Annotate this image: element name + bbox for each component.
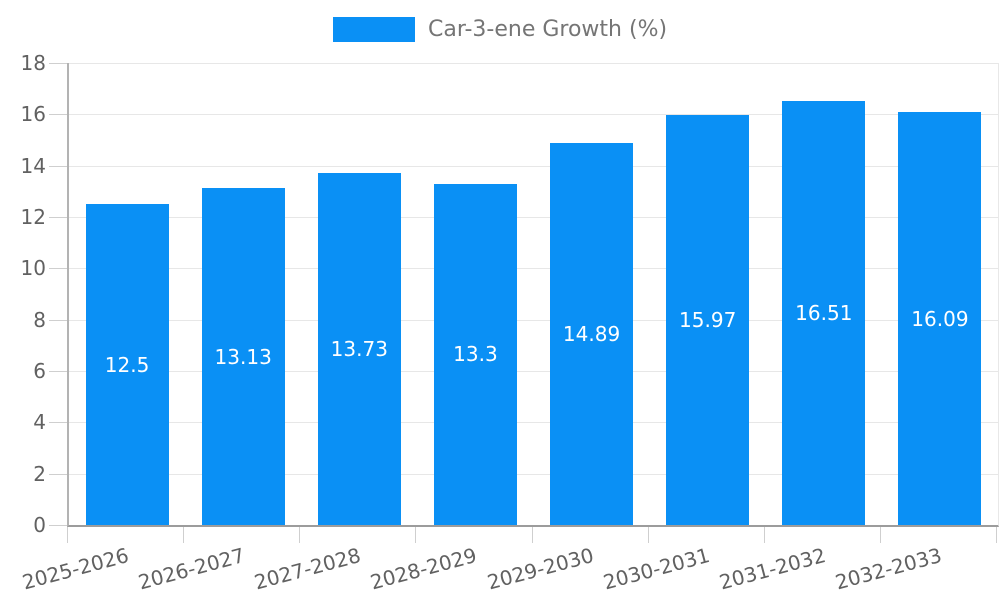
bar-value-label: 13.3 bbox=[453, 342, 498, 367]
x-tick-label: 2028-2029 bbox=[368, 543, 480, 595]
y-tick-label: 18 bbox=[20, 51, 46, 75]
y-tick-label: 14 bbox=[20, 153, 46, 178]
gridline bbox=[69, 319, 998, 321]
y-tick-label: 0 bbox=[33, 513, 46, 537]
x-tick-label: 2032-2033 bbox=[832, 543, 945, 595]
bar-value-label: 12.5 bbox=[104, 352, 150, 377]
x-tick-mark bbox=[879, 527, 881, 543]
x-tick-mark bbox=[415, 527, 417, 543]
bar-2026-2027: 13.13 bbox=[201, 188, 285, 525]
y-tick-mark bbox=[49, 217, 67, 218]
y-tick-mark bbox=[49, 268, 67, 270]
x-tick-mark bbox=[67, 527, 68, 543]
y-tick-mark bbox=[49, 114, 67, 116]
gridline bbox=[69, 217, 998, 218]
y-tick-label: 8 bbox=[33, 307, 46, 332]
bar-2029-2030: 14.89 bbox=[550, 142, 634, 525]
y-tick-label: 2 bbox=[33, 461, 46, 486]
x-tick-label: 2031-2032 bbox=[716, 543, 829, 595]
x-tick-label: 2025-2026 bbox=[19, 543, 132, 595]
y-tick-mark bbox=[49, 319, 67, 321]
bar-value-label: 13.13 bbox=[214, 344, 272, 369]
bar-2027-2028: 13.73 bbox=[317, 172, 401, 525]
x-tick-label: 2026-2027 bbox=[135, 543, 248, 595]
y-tick-label: 12 bbox=[20, 205, 46, 229]
y-tick-label: 6 bbox=[33, 359, 46, 383]
gridline bbox=[69, 63, 998, 64]
bar-value-label: 16.09 bbox=[911, 306, 969, 331]
gridline bbox=[69, 114, 998, 116]
y-tick-mark bbox=[49, 473, 67, 475]
gridline bbox=[69, 473, 998, 475]
bar-2028-2029: 13.3 bbox=[433, 183, 517, 525]
gridline bbox=[69, 268, 998, 270]
y-tick-mark bbox=[49, 63, 67, 64]
y-tick-mark bbox=[49, 422, 67, 424]
bar-2032-2033: 16.09 bbox=[898, 112, 982, 525]
chart-legend[interactable]: Car-3-ene Growth (%) bbox=[333, 17, 667, 42]
x-tick-label: 2029-2030 bbox=[484, 543, 596, 595]
x-tick-mark bbox=[996, 527, 997, 543]
x-tick-mark bbox=[763, 527, 765, 543]
x-tick-label: 2030-2031 bbox=[600, 543, 712, 595]
x-tick-mark bbox=[299, 527, 301, 543]
gridline bbox=[69, 165, 998, 167]
bar-value-label: 15.97 bbox=[679, 308, 737, 333]
bar-2031-2032: 16.51 bbox=[782, 101, 866, 525]
y-tick-label: 4 bbox=[33, 410, 46, 435]
legend-swatch bbox=[333, 17, 415, 42]
y-tick-label: 10 bbox=[20, 256, 46, 281]
y-tick-label: 16 bbox=[20, 102, 46, 127]
x-tick-mark bbox=[647, 527, 649, 543]
y-tick-mark bbox=[49, 525, 67, 526]
gridline bbox=[69, 422, 998, 424]
x-tick-mark bbox=[531, 527, 533, 543]
x-tick-mark bbox=[183, 527, 185, 543]
bar-value-label: 13.73 bbox=[330, 336, 388, 361]
bar-value-label: 14.89 bbox=[562, 321, 621, 346]
y-tick-mark bbox=[49, 371, 67, 372]
bar-2030-2031: 15.97 bbox=[666, 115, 750, 525]
y-tick-mark bbox=[49, 165, 67, 167]
x-tick-label: 2027-2028 bbox=[252, 543, 364, 595]
legend-label: Car-3-ene Growth (%) bbox=[428, 17, 668, 42]
bar-value-label: 16.51 bbox=[795, 301, 853, 326]
bar-2025-2026: 12.5 bbox=[85, 204, 169, 525]
gridline bbox=[69, 371, 998, 372]
plot-area: 12.5 13.13 13.73 13.3 14.89 15.97 16.51 16.09 bbox=[67, 63, 999, 527]
